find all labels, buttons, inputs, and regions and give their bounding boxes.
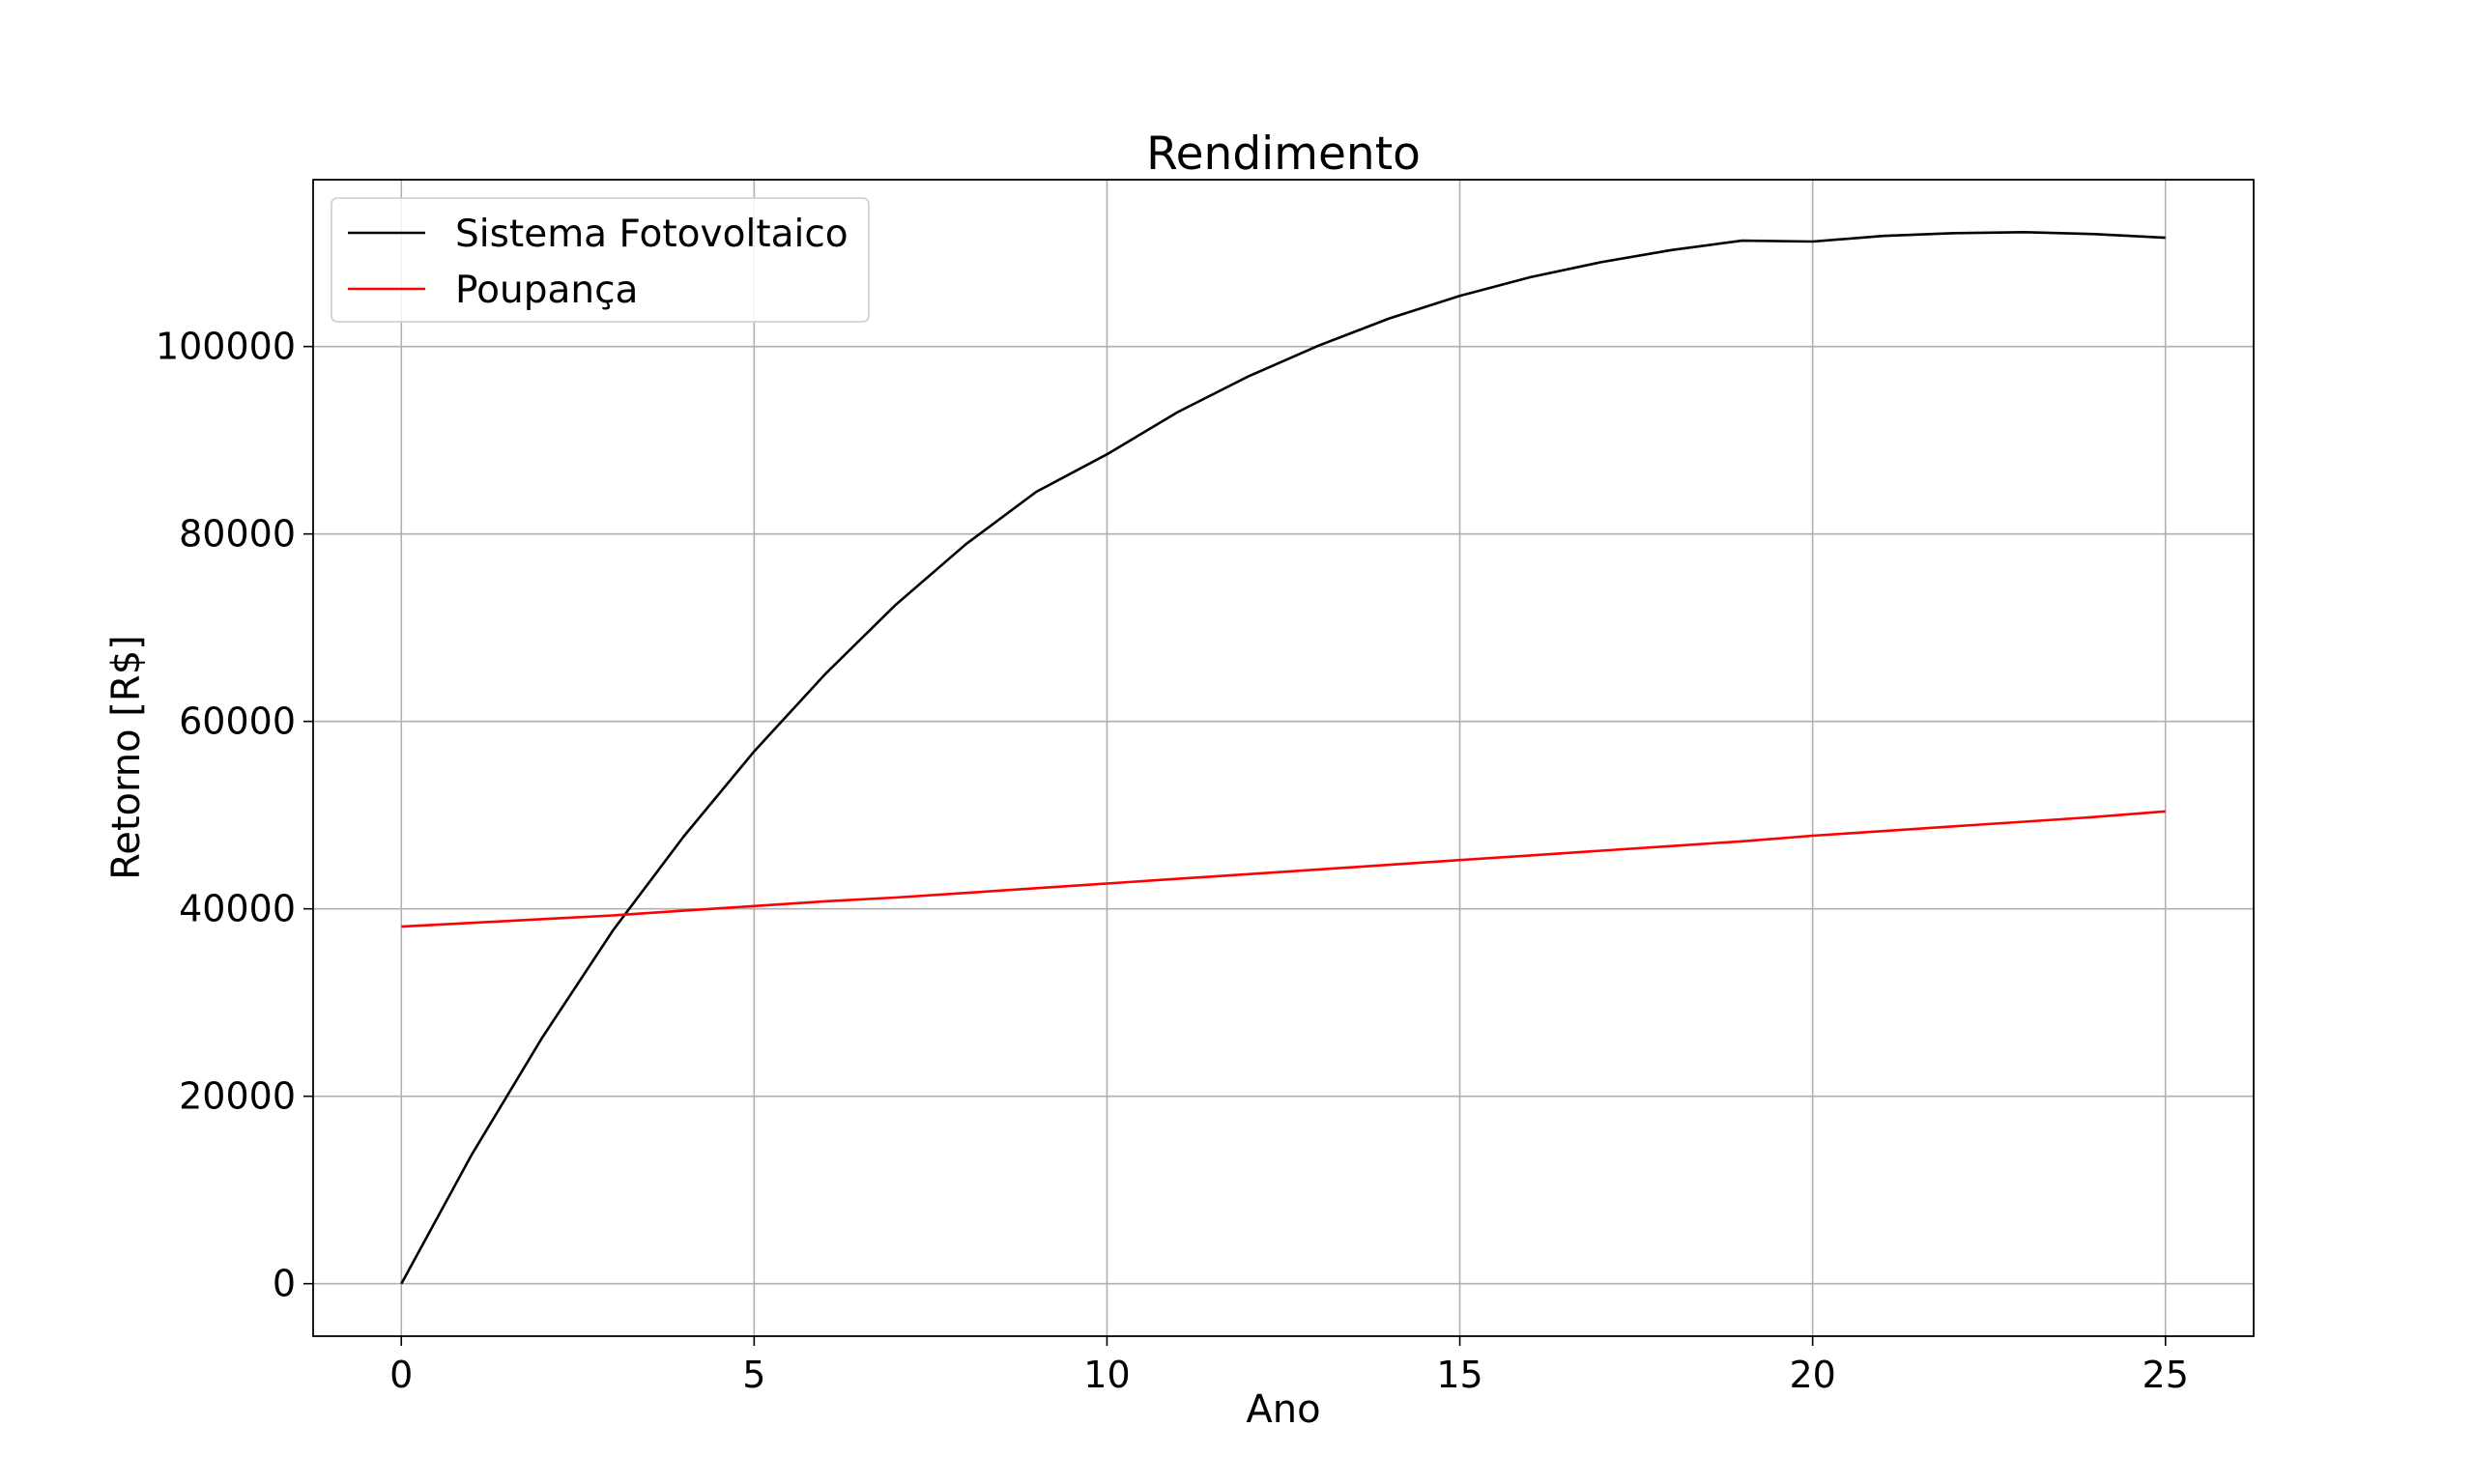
x-axis-ticks: 0 5 10 15 20 25 [389, 1336, 2189, 1396]
grid [313, 180, 2254, 1336]
series-line-0 [400, 231, 2166, 1285]
x-tick-label-4: 20 [1789, 1354, 1835, 1396]
legend-box [331, 197, 870, 323]
y-tick-label-4: 80000 [179, 513, 296, 556]
legend: Sistema Fotovoltaico Poupança [331, 197, 870, 323]
x-axis-label: Ano [1246, 1387, 1320, 1432]
legend-label-1: Poupança [455, 269, 638, 312]
x-tick-label-0: 0 [389, 1354, 413, 1396]
y-tick-label-3: 60000 [179, 700, 296, 743]
x-tick-label-2: 10 [1083, 1354, 1130, 1396]
legend-label-0: Sistema Fotovoltaico [455, 213, 849, 256]
plot-frame [312, 179, 2255, 1337]
y-tick-label-2: 40000 [179, 888, 296, 930]
series-lines [400, 231, 2166, 1285]
y-axis-ticks: 0 20000 40000 60000 80000 100000 [156, 326, 313, 1305]
x-tick-label-1: 5 [742, 1354, 765, 1396]
x-tick-label-3: 15 [1436, 1354, 1482, 1396]
x-tick-label-5: 25 [2143, 1354, 2189, 1396]
y-tick-label-0: 0 [273, 1263, 296, 1305]
chart-title: Rendimento [1146, 128, 1421, 181]
y-axis-label: Retorno [R$] [104, 635, 149, 880]
y-tick-label-1: 20000 [179, 1075, 296, 1118]
series-line-1 [401, 810, 2166, 928]
y-tick-label-5: 100000 [156, 326, 296, 368]
